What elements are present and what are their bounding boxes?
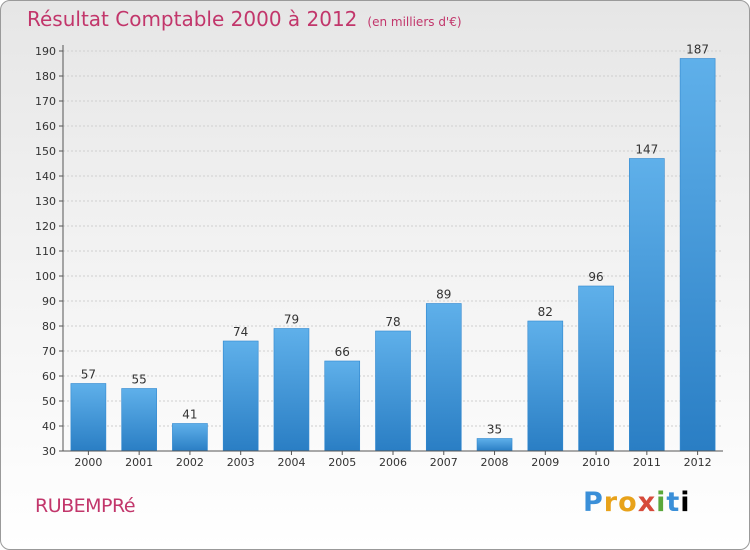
logo-letter: i xyxy=(680,487,691,518)
chart-subtitle: (en milliers d'€) xyxy=(367,15,462,29)
logo-letter: x xyxy=(637,487,657,518)
y-tick-label: 120 xyxy=(35,220,56,233)
y-axis-ticks: 30 40 50 60 70 80 90 100 110 120 130 140 150 160 170 18… xyxy=(35,45,63,458)
x-tick-label: 2000 xyxy=(74,456,102,469)
x-tick-label: 2010 xyxy=(582,456,610,469)
x-tick-label: 2002 xyxy=(176,456,204,469)
x-tick-label: 2001 xyxy=(125,456,153,469)
logo-letter: i xyxy=(656,487,667,518)
x-tick-label: 2008 xyxy=(481,456,509,469)
y-tick-label: 70 xyxy=(42,345,56,358)
data-labels: 57 55 41 74 79 66 78 89 35 82 96 147 187 xyxy=(81,43,709,437)
x-tick-label: 2005 xyxy=(328,456,356,469)
x-tick-label: 2011 xyxy=(633,456,661,469)
logo-letter: t xyxy=(666,487,681,518)
bar xyxy=(527,320,564,452)
x-tick-label: 2009 xyxy=(531,456,559,469)
data-label: 82 xyxy=(538,305,553,319)
y-tick-label: 170 xyxy=(35,95,56,108)
data-label: 74 xyxy=(233,325,248,339)
data-label: 66 xyxy=(335,345,350,359)
bar xyxy=(172,423,208,452)
bars xyxy=(70,58,716,452)
y-tick-label: 40 xyxy=(42,420,56,433)
bar xyxy=(629,158,665,452)
bar xyxy=(679,58,716,452)
x-tick-label: 2007 xyxy=(430,456,458,469)
y-tick-label: 30 xyxy=(42,445,56,458)
x-tick-label: 2003 xyxy=(227,456,255,469)
bar xyxy=(425,303,462,452)
y-tick-label: 160 xyxy=(35,120,56,133)
x-axis-ticks: 2000 2001 2002 2003 2004 2005 2006 2007 2008 2009… xyxy=(74,451,712,469)
data-label: 147 xyxy=(635,143,658,157)
data-label: 55 xyxy=(132,373,147,387)
bar xyxy=(273,328,310,452)
bar xyxy=(222,340,259,452)
x-tick-label: 2012 xyxy=(684,456,712,469)
bar xyxy=(70,383,107,452)
bar xyxy=(578,285,614,452)
x-tick-label: 2006 xyxy=(379,456,407,469)
y-tick-label: 90 xyxy=(42,295,56,308)
bar xyxy=(375,330,411,452)
data-label: 79 xyxy=(284,313,299,327)
y-tick-label: 110 xyxy=(35,245,56,258)
y-tick-label: 100 xyxy=(35,270,56,283)
y-tick-label: 150 xyxy=(35,145,56,158)
bar xyxy=(121,388,157,452)
y-tick-label: 80 xyxy=(42,320,56,333)
logo-letter: o xyxy=(618,487,638,518)
data-label: 41 xyxy=(182,408,197,422)
data-label: 96 xyxy=(588,270,603,284)
proxiti-logo: Proxiti xyxy=(583,487,691,518)
logo-letter: P xyxy=(583,487,604,518)
y-tick-label: 130 xyxy=(35,195,56,208)
chart-title-text: Résultat Comptable 2000 à 2012 xyxy=(27,7,358,31)
data-label: 187 xyxy=(686,43,709,57)
y-tick-label: 180 xyxy=(35,70,56,83)
x-tick-label: 2004 xyxy=(277,456,305,469)
bar xyxy=(476,438,513,452)
y-tick-label: 50 xyxy=(42,395,56,408)
y-tick-label: 190 xyxy=(35,45,56,58)
y-tick-label: 60 xyxy=(42,370,56,383)
bar xyxy=(324,360,361,452)
axes xyxy=(62,45,723,452)
data-label: 78 xyxy=(385,315,400,329)
data-label: 89 xyxy=(436,288,451,302)
data-label: 35 xyxy=(487,423,502,437)
y-tick-label: 140 xyxy=(35,170,56,183)
logo-letter: r xyxy=(603,487,619,518)
data-label: 57 xyxy=(81,368,96,382)
chart-title: Résultat Comptable 2000 à 2012 (en millie… xyxy=(27,7,462,31)
commune-name: RUBEMPRé xyxy=(35,495,136,517)
